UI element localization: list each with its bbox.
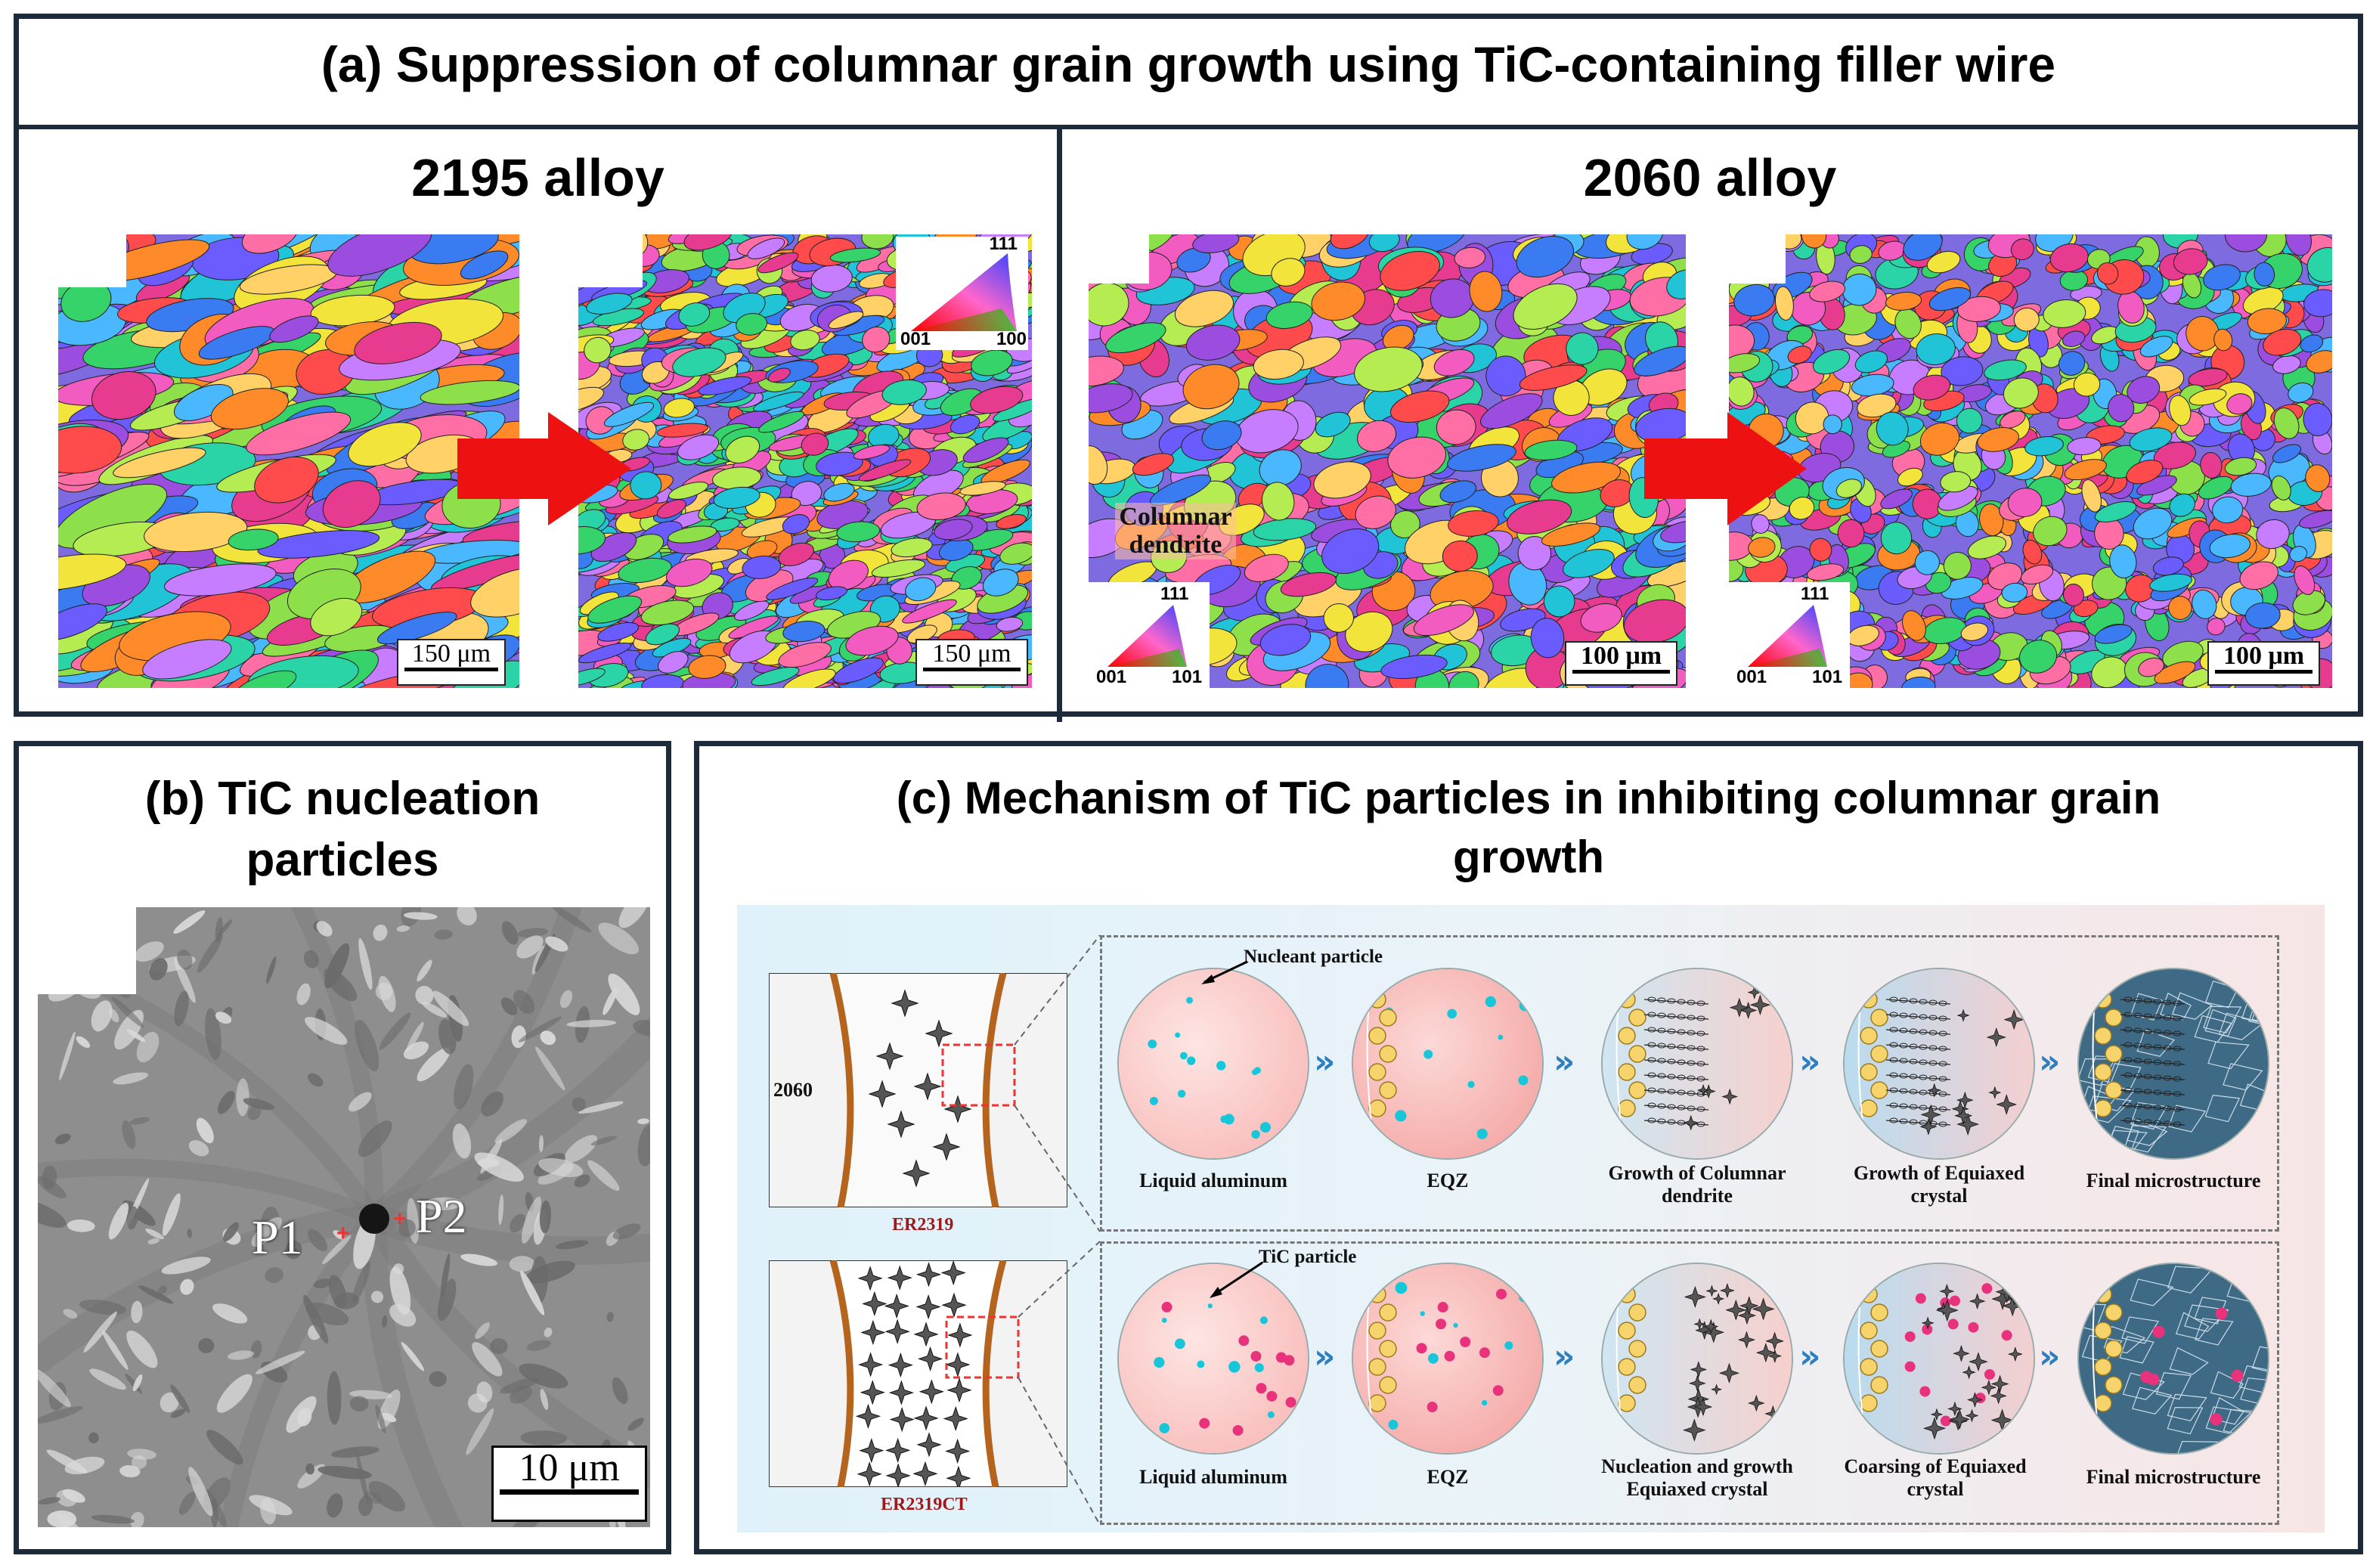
- stage-label: Growth of Equiaxed crystal: [1853, 1162, 2025, 1207]
- ipf-legend-2195: 111 001 100: [896, 234, 1028, 350]
- wire-label-er2319ct: ER2319CT: [881, 1495, 968, 1514]
- stage-circle-eqz-2: [1353, 1264, 1542, 1453]
- marker-p1: +: [336, 1221, 350, 1246]
- stage-circle-final-1: [2079, 969, 2268, 1158]
- chevron-icon: »: [1314, 1043, 1336, 1081]
- panel-b: (b) TiC nucleation particles + + P1 P2 1…: [14, 741, 671, 1554]
- chevron-icon: »: [2039, 1043, 2061, 1081]
- stage-box-row1: [1100, 935, 2279, 1232]
- chevron-icon: »: [1554, 1337, 1575, 1376]
- stage-box-row2: [1100, 1241, 2279, 1525]
- panel-c-title: (c) Mechanism of TiC particles in inhibi…: [896, 773, 2161, 882]
- ipf-legend-2060-after: 111 001 101: [1729, 582, 1850, 688]
- panel-a-divider: [19, 125, 2358, 129]
- sem-texture: [38, 907, 650, 1527]
- ipf-legend-icon: [911, 253, 1017, 331]
- stage-circle-columnar: [1603, 969, 1792, 1158]
- sem-micrograph: + + P1 P2 10 μm: [38, 907, 650, 1527]
- alloy-2060-label: 2060: [773, 1079, 813, 1101]
- scale-bar-2195-before: 150 μm: [397, 639, 506, 686]
- callout-arrow-icon: [1201, 960, 1248, 984]
- callout-arrow-icon: [1210, 1261, 1263, 1298]
- stage-label: Nucleation and growth Equiaxed crystal: [1601, 1455, 1793, 1500]
- ipf-legend-2060-before: 111 001 101: [1089, 582, 1210, 688]
- panel-a: (a) Suppression of columnar grain growth…: [14, 14, 2363, 722]
- stage-label: Final microstructure: [2086, 1466, 2261, 1488]
- stage-circle-eqz-1: [1353, 969, 1542, 1158]
- mechanism-schematic: 2060 ER2319 ER2319CT: [737, 905, 2325, 1532]
- ipf-legend-icon: [1107, 605, 1187, 667]
- stage-circle-coarsening: [1845, 1264, 2034, 1453]
- chevron-icon: »: [1799, 1337, 1821, 1376]
- stage-label: Coarsing of Equiaxed crystal: [1844, 1455, 2027, 1500]
- stage-circle-nucleation: [1603, 1264, 1792, 1453]
- weld-schematic-er2319ct: [768, 1259, 1068, 1491]
- stage-label: EQZ: [1427, 1170, 1469, 1191]
- alloy-2060-heading: 2060 alloy: [1583, 148, 1837, 207]
- stage-label: Final microstructure: [2086, 1170, 2261, 1191]
- chevron-icon: »: [1554, 1043, 1575, 1081]
- stage-circle-final-2: [2079, 1264, 2268, 1453]
- label-p1: P1: [252, 1210, 303, 1264]
- alloy-2195-heading: 2195 alloy: [411, 148, 664, 207]
- chevron-icon: »: [2039, 1337, 2061, 1376]
- wire-label-er2319: ER2319: [892, 1215, 954, 1235]
- panel-a-mid-divider: [1057, 125, 1062, 722]
- ipf-legend-icon: [1748, 605, 1827, 667]
- label-p2: P2: [416, 1189, 467, 1243]
- marker-p2: +: [393, 1207, 407, 1232]
- stage-label: Growth of Columnar dendrite: [1608, 1162, 1786, 1207]
- scale-bar-sem: 10 μm: [491, 1446, 647, 1522]
- stage-circle-liquid-1: [1119, 969, 1308, 1158]
- panel-a-title: (a) Suppression of columnar grain growth…: [321, 36, 2056, 92]
- panel-c: (c) Mechanism of TiC particles in inhibi…: [694, 741, 2363, 1554]
- weld-schematic-er2319: 2060: [768, 971, 1068, 1208]
- zoom-lines: [1014, 934, 1101, 1526]
- tic-particle-icon: [359, 1204, 389, 1234]
- grain-map: [58, 234, 519, 688]
- scale-bar-2060-after: 100 μm: [2207, 641, 2320, 686]
- red-arrow-icon: [1644, 412, 1807, 525]
- red-arrow-icon: [457, 412, 631, 525]
- columnar-dendrite-label: Columnar dendrite: [1115, 503, 1236, 559]
- stage-label: Liquid aluminum: [1139, 1466, 1287, 1488]
- scale-bar-2195-after: 150 μm: [915, 639, 1028, 686]
- chevron-icon: »: [1799, 1043, 1821, 1081]
- stage-circle-equiaxed-growth: [1845, 969, 2034, 1158]
- chevron-icon: »: [1314, 1337, 1336, 1376]
- stage-label: EQZ: [1427, 1466, 1469, 1488]
- tic-callout: TiC particle: [1259, 1247, 1357, 1267]
- scale-bar-2060-before: 100 μm: [1565, 641, 1677, 686]
- ebsd-map-2195-before: [58, 234, 519, 688]
- nucleant-callout: Nucleant particle: [1244, 947, 1383, 967]
- stage-label: Liquid aluminum: [1139, 1170, 1287, 1191]
- panel-b-title: (b) TiC nucleation particles: [144, 773, 541, 886]
